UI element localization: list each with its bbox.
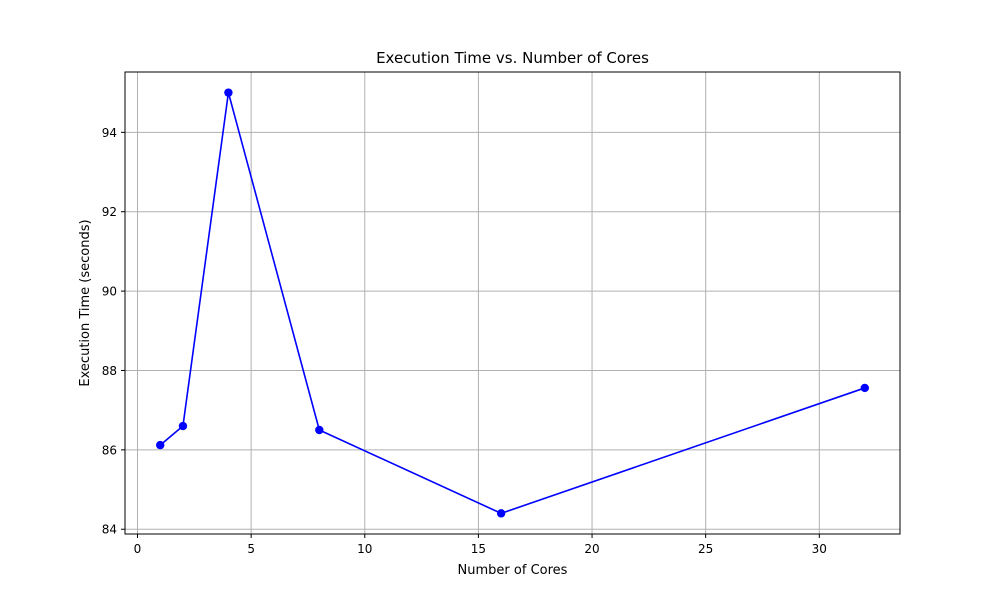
grid-layer	[125, 72, 900, 534]
y-tick-label: 84	[102, 523, 117, 537]
y-tick-label: 86	[102, 443, 117, 457]
x-tick-label: 25	[698, 542, 713, 556]
y-axis-label: Execution Time (seconds)	[78, 219, 93, 386]
data-point	[496, 509, 506, 518]
data-point	[860, 383, 869, 393]
x-tick-label: 0	[134, 542, 142, 556]
chart-title: Execution Time vs. Number of Cores	[376, 49, 649, 67]
y-tick-label: 90	[102, 285, 117, 299]
x-tick-label: 10	[357, 542, 372, 556]
tick-layer: 0 5 10 15 20 25 30 84 86 88 90 92 94	[102, 126, 827, 556]
x-tick-label: 15	[471, 542, 486, 556]
y-tick-label: 92	[102, 205, 117, 219]
data-point	[224, 88, 233, 97]
series-line	[159, 91, 866, 515]
x-tick-label: 20	[584, 542, 599, 556]
x-tick-label: 30	[812, 542, 827, 556]
plot-area-frame	[124, 71, 901, 535]
y-tick-label: 94	[102, 126, 117, 140]
y-tick-label: 88	[102, 364, 117, 378]
data-point	[178, 421, 188, 431]
data-point	[156, 440, 165, 450]
x-axis-label: Number of Cores	[458, 563, 568, 578]
x-tick-label: 5	[247, 542, 255, 556]
data-point	[315, 425, 324, 435]
series-layer	[156, 88, 869, 518]
